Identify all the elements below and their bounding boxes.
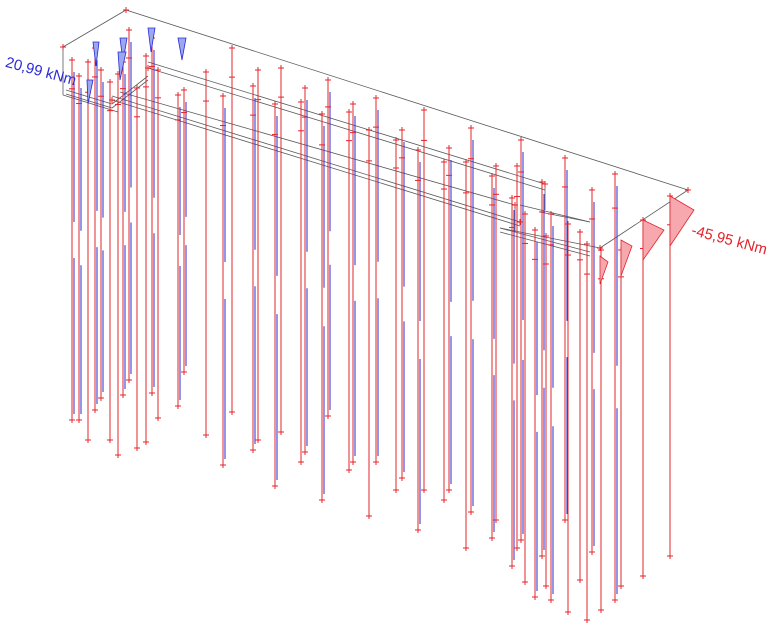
moment-diagram-negative bbox=[620, 239, 633, 277]
moment-diagram-positive bbox=[92, 41, 100, 67]
frame-edge bbox=[62, 9, 127, 48]
moment-diagram-negative bbox=[642, 219, 665, 262]
moment-diagram-positive bbox=[119, 37, 128, 63]
moment-diagram-positive bbox=[147, 27, 156, 53]
moment-diagram-positive bbox=[177, 37, 187, 61]
moment-diagram-negative bbox=[599, 255, 609, 285]
moment-diagram-negative bbox=[669, 195, 695, 248]
moment-diagram-positive bbox=[86, 79, 94, 105]
frame-edge bbox=[111, 95, 521, 223]
frame-edge bbox=[519, 204, 591, 223]
frame-edge bbox=[125, 9, 689, 191]
frame-edge bbox=[499, 231, 591, 257]
frame-edge bbox=[111, 99, 521, 227]
frame-edge bbox=[111, 75, 149, 105]
frame-edge bbox=[147, 61, 546, 185]
frame-edge bbox=[119, 91, 516, 206]
frame-edge bbox=[147, 67, 546, 191]
moment-diagram-positive bbox=[117, 51, 127, 81]
frame-edge bbox=[111, 79, 149, 109]
